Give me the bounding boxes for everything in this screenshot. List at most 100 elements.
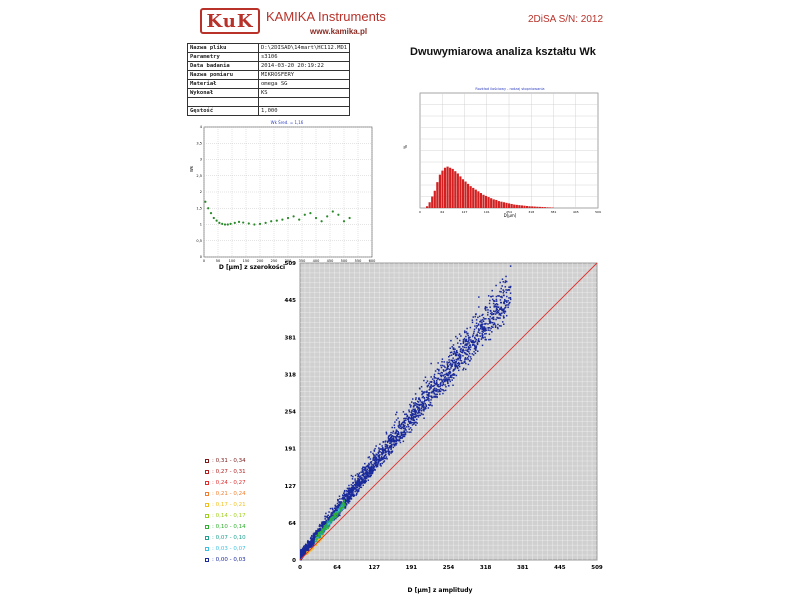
scatter-point: [354, 484, 357, 487]
scatter-point: [492, 302, 495, 305]
scatter-point: [351, 478, 354, 480]
x-tick-label: 127: [369, 565, 381, 571]
scatter-point: [462, 362, 464, 364]
info-row: Gęstość 1,000: [187, 106, 351, 116]
scatter-point: [339, 512, 341, 514]
scatter-point: [342, 504, 345, 506]
x-tick-label: 254: [443, 565, 455, 571]
scatter-point: [378, 457, 381, 459]
scatter-point: [440, 375, 443, 378]
scatter-point: [426, 385, 429, 387]
scatter-point: [303, 551, 305, 553]
scatter-point: [450, 367, 452, 369]
scatter-point: [420, 413, 423, 415]
density-core: [306, 499, 346, 556]
info-label: Parametry: [187, 52, 259, 62]
scatter-point: [346, 498, 349, 501]
scatter-point: [403, 417, 405, 420]
scatter-point: [456, 365, 458, 368]
scatter-point: [364, 477, 367, 479]
scatter-point: [428, 399, 430, 402]
scatter-point: [508, 302, 510, 305]
bar: [490, 198, 493, 208]
scatter-point: [413, 413, 416, 416]
scatter-point: [304, 549, 307, 552]
scatter-point: [362, 470, 364, 473]
scatter-point: [504, 298, 506, 301]
info-value: D:\2DISAD\14mart\HC112.MD1: [257, 43, 351, 53]
scatter-point: [507, 300, 509, 302]
scatter-point: [328, 526, 330, 528]
scatter-point: [322, 525, 324, 528]
scatter-point: [503, 302, 506, 305]
scatter-point: [375, 462, 377, 465]
scatter-point: [502, 309, 504, 312]
scatter-point: [406, 426, 408, 428]
scatter-point: [358, 484, 361, 486]
scatter-point: [373, 459, 376, 462]
scatter-point: [492, 295, 494, 297]
scatter-point: [458, 362, 461, 365]
scatter-point: [491, 317, 493, 320]
scatter-point: [332, 519, 335, 522]
scatter-point: [447, 374, 449, 377]
scatter-point: [352, 487, 355, 490]
scatter-point: [315, 542, 317, 544]
scatter-point: [393, 445, 396, 447]
scatter-point: [449, 364, 451, 366]
scatter-point: [327, 527, 329, 529]
scatter-point: [393, 443, 395, 445]
scatter-point: [405, 413, 408, 415]
scatter-point: [370, 465, 373, 467]
scatter-point: [440, 382, 442, 384]
scatter-point: [454, 367, 457, 369]
data-point: [303, 213, 306, 216]
data-point: [242, 221, 245, 224]
scatter-point: [380, 456, 383, 458]
scatter-point: [433, 384, 435, 387]
scatter-point: [378, 455, 380, 457]
scatter-point: [424, 399, 426, 401]
scatter-point: [423, 410, 425, 412]
scatter-point: [364, 476, 367, 479]
scatter-point: [429, 388, 431, 390]
scatter-point: [345, 499, 347, 501]
scatter-point: [497, 306, 499, 308]
scatter-point: [390, 434, 392, 436]
scatter-point: [476, 333, 478, 336]
scatter-point: [451, 360, 454, 363]
scatter-point: [480, 325, 483, 328]
scatter-point: [412, 413, 414, 416]
scatter-point: [415, 404, 417, 406]
scatter-point: [481, 344, 484, 347]
scatter-point: [482, 337, 484, 339]
scatter-point: [404, 427, 406, 429]
scatter-point: [452, 353, 455, 355]
scatter-point: [432, 391, 435, 393]
scatter-point: [374, 455, 377, 457]
scatter-point: [414, 411, 417, 414]
scatter-point: [400, 437, 402, 439]
scatter-point: [348, 500, 351, 503]
scatter-point: [412, 417, 414, 419]
scatter-point: [467, 348, 470, 350]
x-tick-label: 0: [419, 210, 421, 214]
bar: [495, 199, 498, 208]
scatter-point: [418, 411, 421, 414]
scatter-point: [336, 506, 339, 508]
scatter-point: [306, 553, 308, 555]
scatter-point: [436, 378, 439, 380]
scatter-point: [489, 321, 491, 323]
scatter-point: [467, 358, 469, 361]
scatter-point: [353, 494, 355, 497]
scatter-point: [400, 431, 402, 434]
scatter-point: [440, 384, 442, 386]
bar: [538, 206, 541, 208]
scatter-point: [427, 407, 430, 409]
scatter-point: [481, 330, 483, 333]
scatter-point: [390, 440, 393, 443]
scatter-point: [506, 289, 509, 291]
scatter-point: [398, 422, 400, 424]
scatter-point: [347, 488, 349, 490]
x-tick-label: 100: [229, 259, 236, 263]
